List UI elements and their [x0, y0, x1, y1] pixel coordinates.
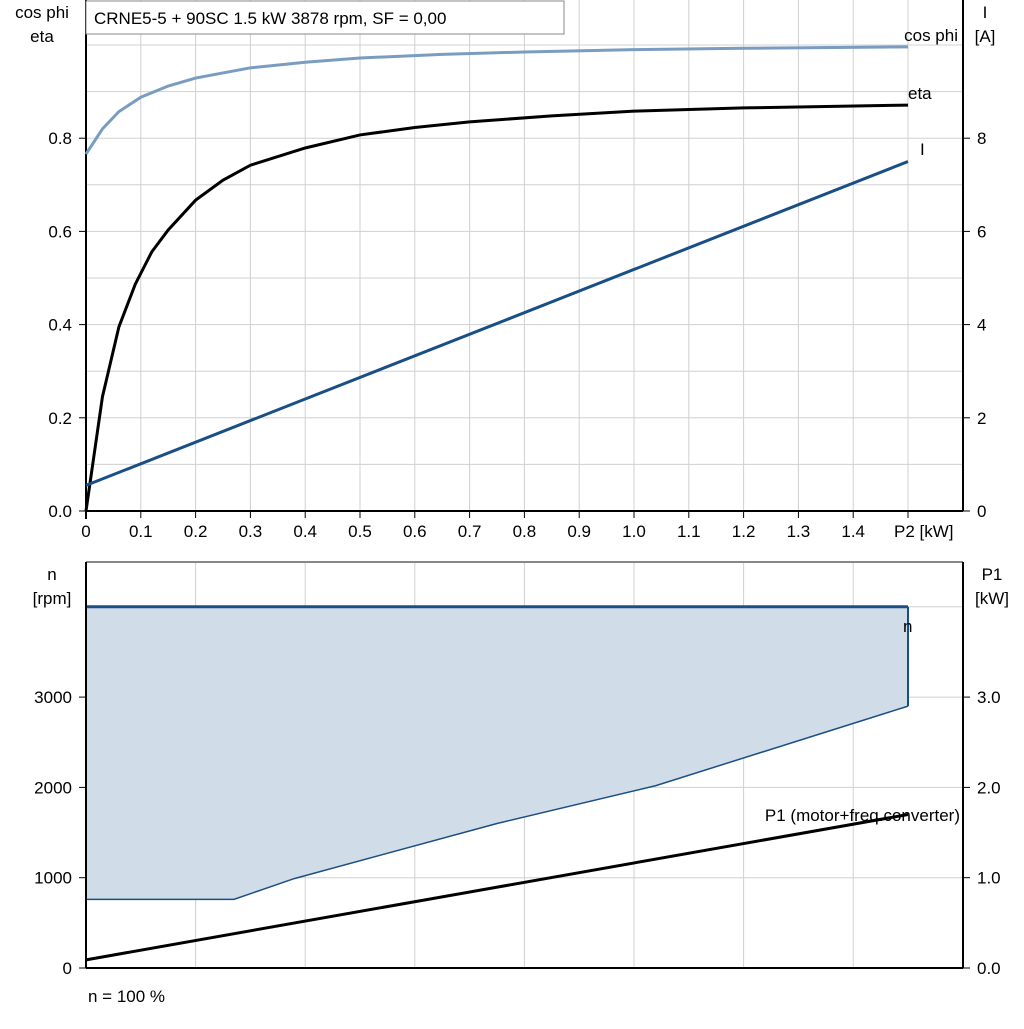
- x-tick-label: 0: [81, 522, 90, 541]
- x-tick-label: 0.4: [293, 522, 317, 541]
- series-line-P1: [85, 813, 909, 962]
- y-tick-label-right: 8: [977, 129, 986, 148]
- min-speed-line: [86, 705, 909, 901]
- series-label-eta: eta: [908, 84, 932, 103]
- x-tick-label: 0.7: [458, 522, 482, 541]
- y-tick-label-left: 0.4: [48, 316, 72, 335]
- y-tick-label-right: 4: [977, 316, 986, 335]
- series-line-I: [85, 160, 909, 487]
- x-tick-label: 1.4: [841, 522, 865, 541]
- y-tick-label-right: 6: [977, 222, 986, 241]
- x-tick-label: 1.2: [732, 522, 756, 541]
- series-line-cos-phi: [84, 45, 909, 155]
- y-axis-label-right: [kW]: [975, 589, 1009, 608]
- y-axis-label-left: eta: [30, 27, 54, 46]
- x-tick-label: 0.8: [513, 522, 537, 541]
- y-axis-label-left: [rpm]: [33, 589, 72, 608]
- series-line-eta: [84, 103, 909, 512]
- x-tick-label: 0.3: [239, 522, 263, 541]
- y-tick-label-right: 1.0: [977, 869, 1001, 888]
- x-tick-label: 0.2: [184, 522, 208, 541]
- operating-range-area: [86, 606, 908, 900]
- x-axis-label: P2 [kW]: [894, 522, 954, 541]
- footer-speed-note: n = 100 %: [88, 987, 165, 1006]
- y-tick-label-right: 0.0: [977, 959, 1001, 978]
- y-tick-label-left: 0.2: [48, 409, 72, 428]
- chart-title: CRNE5-5 + 90SC 1.5 kW 3878 rpm, SF = 0,0…: [94, 9, 446, 28]
- y-tick-label-left: 2000: [34, 778, 72, 797]
- y-tick-label-right: 2.0: [977, 778, 1001, 797]
- x-tick-label: 0.1: [129, 522, 153, 541]
- y-tick-label-right: 0: [977, 502, 986, 521]
- y-tick-label-left: 0.6: [48, 222, 72, 241]
- series-label-I: I: [920, 140, 925, 159]
- y-tick-label-right: 2: [977, 409, 986, 428]
- series-label-P1: P1 (motor+freq.converter): [765, 806, 960, 825]
- x-tick-label: 0.6: [403, 522, 427, 541]
- y-tick-label-left: 0: [63, 959, 72, 978]
- y-axis-label-right: [A]: [975, 27, 996, 46]
- series-label-cos-phi: cos phi: [904, 26, 958, 45]
- series-label-n: n: [903, 617, 912, 636]
- x-tick-label: 1.0: [622, 522, 646, 541]
- y-axis-label-left: n: [47, 565, 56, 584]
- y-tick-label-left: 0.0: [48, 502, 72, 521]
- x-tick-label: 1.1: [677, 522, 701, 541]
- y-tick-label-left: 3000: [34, 688, 72, 707]
- y-axis-label-right: P1: [982, 565, 1003, 584]
- y-tick-label-left: 1000: [34, 869, 72, 888]
- title-box: [85, 0, 565, 35]
- y-axis-label-right: I: [983, 3, 988, 22]
- y-tick-label-left: 0.8: [48, 129, 72, 148]
- x-tick-label: 1.3: [787, 522, 811, 541]
- x-tick-label: 0.5: [348, 522, 372, 541]
- y-tick-label-right: 3.0: [977, 688, 1001, 707]
- x-tick-label: 0.9: [567, 522, 591, 541]
- y-axis-label-left: cos phi: [15, 3, 69, 22]
